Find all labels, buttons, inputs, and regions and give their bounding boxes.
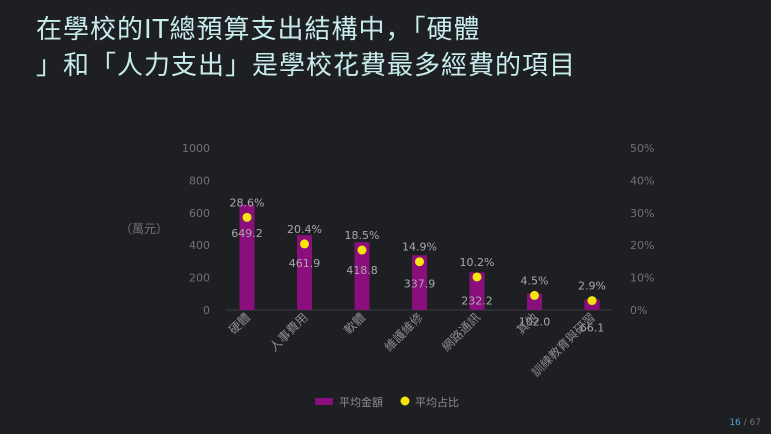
x-tick-label: 網路通訊: [439, 310, 484, 355]
x-tick-label: 硬體: [226, 310, 253, 337]
percent-value-label: 14.9%: [402, 241, 437, 254]
y-left-tick-label: 800: [189, 174, 210, 187]
y-axis-unit-label: （萬元）: [120, 222, 168, 236]
legend-dot-label: 平均占比: [415, 395, 459, 409]
bar-value-label: 232.2: [461, 294, 493, 307]
slide-title: 在學校的IT總預算支出結構中，「硬體 」和「人力支出」是學校花費最多經費的項目: [36, 12, 676, 84]
percent-marker: [415, 257, 424, 267]
percent-value-label: 10.2%: [460, 256, 495, 269]
y-right-tick-label: 0%: [630, 304, 647, 317]
page-total: / 67: [740, 418, 761, 428]
percent-value-label: 2.9%: [578, 280, 606, 293]
slide-title-line-2: 」和「人力支出」是學校花費最多經費的項目: [36, 51, 577, 81]
x-tick-label: 維護維修: [381, 310, 426, 355]
bar: [297, 235, 312, 310]
x-tick-label: 軟體: [341, 310, 369, 338]
y-left-tick-label: 1000: [182, 142, 210, 155]
percent-value-label: 28.6%: [230, 196, 265, 209]
legend-bar-label: 平均金額: [339, 395, 383, 409]
page-number: 16 / 67: [729, 418, 761, 428]
bar-value-label: 418.8: [346, 264, 378, 277]
bar-value-label: 337.9: [404, 277, 436, 290]
percent-value-label: 4.5%: [521, 274, 549, 287]
bar: [412, 255, 427, 310]
x-tick-label: 其他: [514, 310, 541, 337]
bar-value-label: 649.2: [231, 227, 263, 240]
y-right-tick-label: 30%: [630, 207, 654, 220]
y-left-tick-label: 600: [189, 207, 210, 220]
bar-value-label: 461.9: [289, 257, 321, 270]
y-right-tick-label: 50%: [630, 142, 654, 155]
percent-marker: [587, 296, 597, 306]
percent-marker: [530, 290, 539, 300]
percent-marker: [357, 245, 367, 255]
bar-value-label: 102.0: [519, 315, 551, 328]
bar: [239, 204, 255, 310]
bar: [354, 242, 370, 310]
slide-title-line-1: 在學校的IT總預算支出結構中，「硬體: [36, 15, 481, 45]
y-left-tick-label: 200: [189, 272, 210, 285]
y-left-tick-label: 0: [203, 304, 210, 317]
y-right-tick-label: 40%: [630, 174, 654, 187]
legend-bar-swatch: [315, 398, 333, 405]
page-current: 16: [729, 418, 741, 428]
legend-dot-swatch: [400, 396, 410, 406]
y-right-tick-label: 10%: [630, 272, 654, 285]
percent-marker: [300, 239, 309, 249]
bar: [469, 272, 485, 310]
y-left-tick-label: 400: [189, 239, 210, 252]
percent-marker: [472, 272, 482, 282]
y-right-tick-label: 20%: [630, 239, 654, 252]
percent-marker: [242, 212, 252, 222]
percent-value-label: 20.4%: [287, 223, 322, 236]
percent-value-label: 18.5%: [345, 229, 380, 242]
bar-value-label: 66.1: [580, 321, 605, 334]
x-tick-label: 人事費用: [266, 310, 311, 355]
